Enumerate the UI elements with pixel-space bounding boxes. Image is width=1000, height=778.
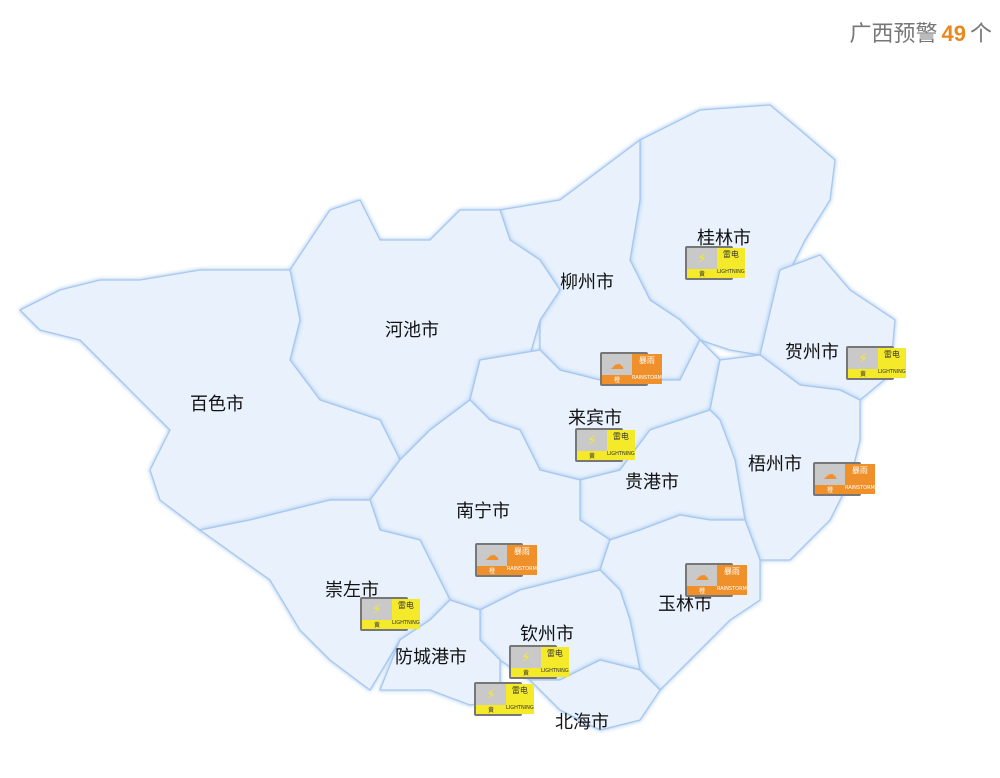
- warning-badge[interactable]: ⚡ 雷电黄 LIGHTNING: [575, 428, 635, 462]
- warning-en: LIGHTNING: [392, 620, 420, 629]
- rainstorm-icon: ☁: [477, 545, 507, 566]
- lightning-icon: ⚡: [362, 599, 392, 620]
- warning-en: LIGHTNING: [717, 269, 745, 278]
- warning-count-header: 广西预警 49 个: [849, 16, 992, 48]
- warning-level: 橙: [815, 485, 845, 494]
- warning-level: 橙: [687, 586, 717, 595]
- warning-level: 黄: [848, 369, 878, 378]
- warning-en: LIGHTNING: [878, 369, 906, 378]
- city-label-wuzhou: 梧州市: [748, 454, 802, 475]
- warning-en: RAINSTORM: [845, 485, 875, 494]
- city-label-hezhou: 贺州市: [785, 342, 839, 363]
- warning-badge[interactable]: ☁ 暴雨橙 RAINSTORM: [600, 352, 662, 386]
- warning-type: 暴雨: [632, 354, 662, 375]
- city-label-baise: 百色市: [190, 394, 244, 415]
- warning-en: RAINSTORM: [632, 375, 662, 384]
- warning-badge[interactable]: ⚡ 雷电黄 LIGHTNING: [685, 246, 745, 280]
- rainstorm-icon: ☁: [815, 464, 845, 485]
- header-unit: 个: [969, 22, 992, 47]
- city-label-beihai: 北海市: [555, 712, 609, 733]
- city-label-qinzhou: 钦州市: [520, 624, 574, 645]
- warning-level: 黄: [362, 620, 392, 629]
- warning-badge[interactable]: ⚡ 雷电黄 LIGHTNING: [846, 346, 906, 380]
- warning-type: 雷电: [878, 348, 906, 369]
- warning-type: 雷电: [607, 430, 635, 451]
- lightning-icon: ⚡: [687, 248, 717, 269]
- region-chongzuo: [198, 499, 451, 691]
- warning-badge[interactable]: ☁ 暴雨橙 RAINSTORM: [685, 563, 747, 597]
- warning-badge[interactable]: ☁ 暴雨橙 RAINSTORM: [813, 462, 875, 496]
- warning-type: 雷电: [506, 684, 534, 705]
- header-label: 广西预警: [849, 22, 938, 47]
- warning-level: 橙: [477, 566, 507, 575]
- city-label-laibin: 来宾市: [568, 408, 622, 429]
- warning-type: 雷电: [392, 599, 420, 620]
- city-label-liuzhou: 柳州市: [560, 272, 614, 293]
- city-label-yulin: 玉林市: [658, 594, 712, 615]
- warning-en: RAINSTORM: [717, 586, 747, 595]
- city-label-guilin: 桂林市: [697, 228, 751, 249]
- city-label-fangchenggang: 防城港市: [395, 647, 467, 668]
- warning-en: LIGHTNING: [506, 705, 534, 714]
- city-label-guigang: 贵港市: [625, 472, 679, 493]
- warning-badge[interactable]: ⚡ 雷电黄 LIGHTNING: [474, 682, 534, 716]
- warning-level: 黄: [476, 705, 506, 714]
- warning-en: RAINSTORM: [507, 566, 537, 575]
- warning-level: 黄: [577, 451, 607, 460]
- warning-count: 49: [941, 21, 966, 46]
- warning-level: 橙: [602, 375, 632, 384]
- rainstorm-icon: ☁: [602, 354, 632, 375]
- warning-badge[interactable]: ☁ 暴雨橙 RAINSTORM: [475, 543, 537, 577]
- warning-type: 暴雨: [717, 565, 747, 586]
- warning-type: 暴雨: [845, 464, 875, 485]
- warning-badge[interactable]: ⚡ 雷电黄 LIGHTNING: [360, 597, 420, 631]
- lightning-icon: ⚡: [511, 647, 541, 668]
- region-beihai: [528, 659, 661, 731]
- warning-en: LIGHTNING: [541, 668, 569, 677]
- lightning-icon: ⚡: [476, 684, 506, 705]
- city-label-nanning: 南宁市: [456, 501, 510, 522]
- warning-type: 雷电: [541, 647, 569, 668]
- warning-level: 黄: [511, 668, 541, 677]
- region-fangchenggang: [379, 599, 501, 706]
- warning-badge[interactable]: ⚡ 雷电黄 LIGHTNING: [509, 645, 569, 679]
- rainstorm-icon: ☁: [687, 565, 717, 586]
- city-label-hechi: 河池市: [385, 320, 439, 341]
- city-label-chongzuo: 崇左市: [325, 580, 379, 601]
- warning-en: LIGHTNING: [607, 451, 635, 460]
- lightning-icon: ⚡: [577, 430, 607, 451]
- warning-type: 雷电: [717, 248, 745, 269]
- warning-type: 暴雨: [507, 545, 537, 566]
- lightning-icon: ⚡: [848, 348, 878, 369]
- warning-level: 黄: [687, 269, 717, 278]
